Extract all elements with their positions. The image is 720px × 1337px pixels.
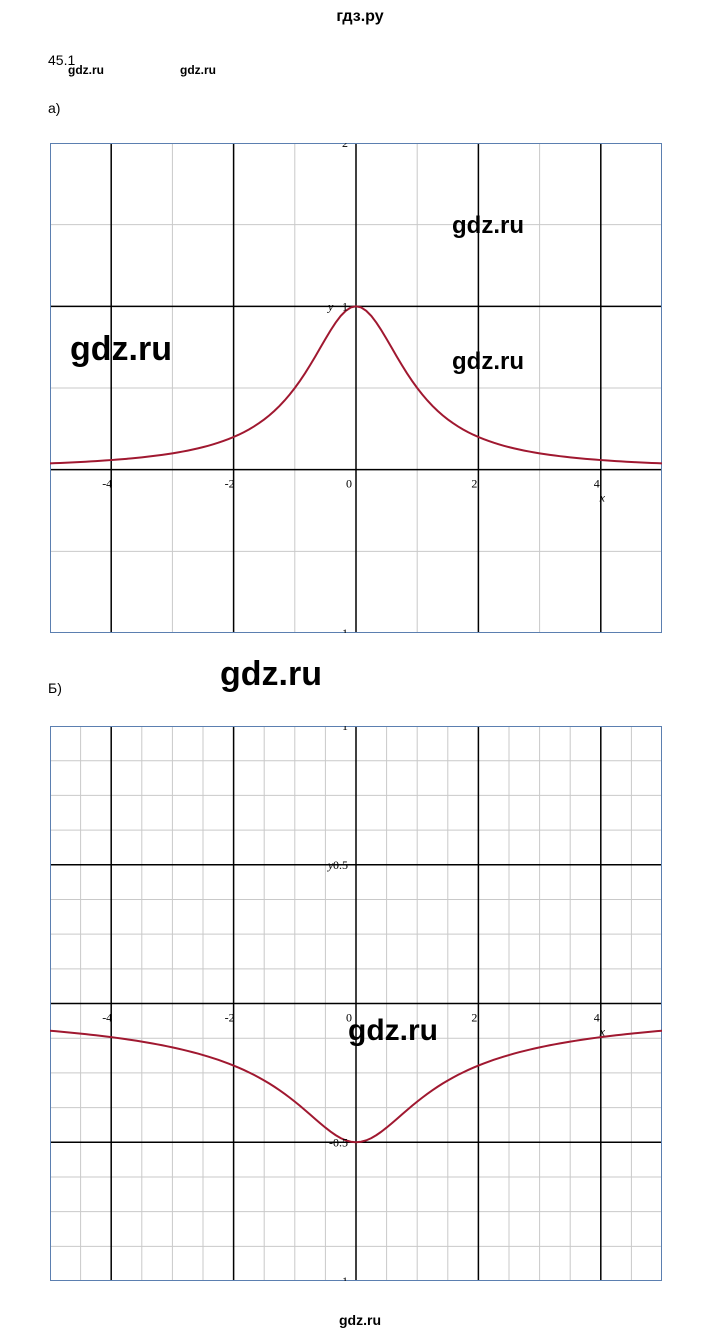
part-b-label: Б) (48, 680, 62, 696)
watermark: gdz.ru (220, 655, 322, 694)
svg-text:-0.5: -0.5 (329, 1135, 348, 1149)
chart-svg: -4 -2 2 4 0 -1 -0.5 0.5 1 x y (50, 726, 662, 1281)
svg-text:-1: -1 (338, 1274, 348, 1281)
svg-text:2: 2 (342, 143, 348, 150)
svg-text:0: 0 (346, 477, 352, 491)
svg-text:2: 2 (471, 477, 477, 491)
svg-text:-4: -4 (102, 477, 112, 491)
header-title: гдз.ру (336, 8, 383, 25)
svg-text:4: 4 (594, 1011, 600, 1025)
svg-text:1: 1 (342, 726, 348, 733)
chart-a: -4 -2 2 4 0 -1 1 2 x y (50, 143, 662, 633)
page-header: гдз.ру (0, 0, 720, 26)
svg-text:2: 2 (471, 1011, 477, 1025)
svg-text:-2: -2 (225, 477, 235, 491)
svg-text:y: y (327, 858, 334, 872)
svg-text:-2: -2 (225, 1011, 235, 1025)
svg-text:x: x (599, 1025, 606, 1039)
svg-text:x: x (599, 491, 606, 505)
chart-b: -4 -2 2 4 0 -1 -0.5 0.5 1 x y (50, 726, 662, 1281)
problem-number: 45.1 (48, 52, 75, 68)
svg-text:y: y (327, 299, 334, 313)
svg-text:1: 1 (342, 299, 348, 313)
svg-text:0.5: 0.5 (333, 858, 348, 872)
svg-text:-1: -1 (338, 626, 348, 633)
watermark: gdz.ru (180, 63, 216, 77)
footer-text: gdz.ru (339, 1312, 381, 1328)
page-footer: gdz.ru (0, 1312, 720, 1328)
svg-text:-4: -4 (102, 1011, 112, 1025)
svg-text:0: 0 (346, 1011, 352, 1025)
svg-text:4: 4 (594, 477, 600, 491)
part-a-label: а) (48, 100, 60, 116)
chart-svg: -4 -2 2 4 0 -1 1 2 x y (50, 143, 662, 633)
